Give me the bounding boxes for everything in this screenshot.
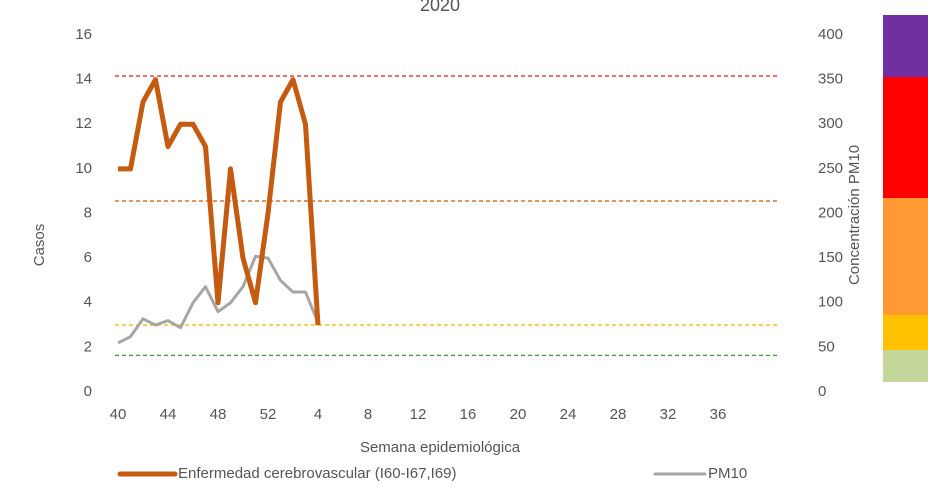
y-tick-label: 6 [84,249,92,266]
y-tick-label: 4 [84,294,92,311]
y-axis-label: Casos [31,224,48,267]
y2-tick-label: 200 [818,204,843,221]
y2-tick-label: 100 [818,294,843,311]
series-line [118,77,321,326]
x-tick-label: 8 [364,406,372,423]
legend-label: PM10 [708,465,747,482]
y2-tick-label: 250 [818,160,843,177]
chart-title: 2020 [420,0,460,15]
y-tick-label: 2 [84,338,92,355]
scale-band [883,15,928,77]
x-tick-label: 24 [560,406,577,423]
y2-tick-label: 150 [818,249,843,266]
y2-tick-label: 0 [818,383,826,400]
y2-tick-label: 350 [818,71,843,88]
y-tick-label: 12 [75,115,92,132]
y-tick-label: 14 [75,71,92,88]
scale-band [883,198,928,315]
y-tick-label: 8 [84,204,92,221]
x-tick-label: 40 [110,406,127,423]
x-tick-label: 16 [460,406,477,423]
y2-tick-label: 400 [818,26,843,43]
legend-label: Enfermedad cerebrovascular (I60-I67,I69) [178,465,456,482]
y2-tick-label: 300 [818,115,843,132]
x-tick-label: 28 [610,406,627,423]
scale-band [883,350,928,382]
y-tick-label: 0 [84,383,92,400]
y2-tick-label: 50 [818,338,835,355]
x-tick-label: 4 [314,406,322,423]
x-tick-label: 52 [260,406,277,423]
y-tick-label: 16 [75,26,92,43]
x-tick-label: 32 [660,406,677,423]
y2-axis-label: Concentración PM10 [846,145,863,285]
x-tick-label: 36 [710,406,727,423]
scale-band [883,315,928,350]
x-axis-label: Semana epidemiológica [360,439,521,456]
color-scale [883,15,928,382]
x-tick-label: 48 [210,406,227,423]
scale-band [883,77,928,198]
series-line [117,254,320,345]
y-tick-label: 10 [75,160,92,177]
x-tick-label: 20 [510,406,527,423]
x-tick-label: 12 [410,406,427,423]
x-tick-label: 44 [160,406,177,423]
